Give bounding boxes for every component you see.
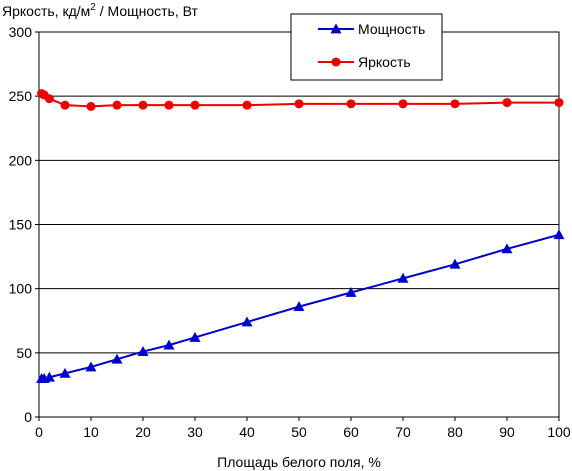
series-1-point-12 xyxy=(397,272,409,283)
y-tick-label-300: 300 xyxy=(9,24,33,40)
y-tick-label-100: 100 xyxy=(9,281,33,297)
series-2-point-3 xyxy=(60,100,70,110)
x-tick-label-30: 30 xyxy=(187,424,203,440)
y-tick-label-250: 250 xyxy=(9,88,33,104)
y-tick-label-150: 150 xyxy=(9,217,33,233)
series-1-point-14 xyxy=(501,243,513,254)
y-axis-title-superscript: 2 xyxy=(90,2,96,13)
legend-item-2: Яркость xyxy=(318,54,411,70)
legend-marker-1 xyxy=(330,23,342,34)
legend-box xyxy=(290,13,443,81)
series-2-point-2 xyxy=(44,94,54,104)
x-tick-label-90: 90 xyxy=(499,424,515,440)
series-1-point-9 xyxy=(241,316,253,327)
series-2-point-14 xyxy=(502,98,512,108)
x-tick-label-20: 20 xyxy=(135,424,151,440)
series-1-point-5 xyxy=(111,353,123,364)
series-2 xyxy=(37,89,564,111)
series-2-point-6 xyxy=(138,100,148,110)
series-1-line xyxy=(41,233,560,380)
x-tick-label-0: 0 xyxy=(35,424,43,440)
legend: Мощность Яркость xyxy=(290,13,443,81)
series-1-point-2 xyxy=(43,371,55,382)
x-axis-title: Площадь белого поля, % xyxy=(217,454,381,470)
series-2-point-4 xyxy=(86,101,96,111)
series-1-point-8 xyxy=(189,331,201,342)
series-2-point-8 xyxy=(190,100,200,110)
series-2-point-13 xyxy=(450,99,460,109)
series-2-line xyxy=(41,92,559,108)
series-layer xyxy=(36,89,565,383)
series-1-point-11 xyxy=(345,287,357,297)
y-tick-label-50: 50 xyxy=(16,345,32,361)
series-2-point-11 xyxy=(346,99,356,109)
series-1-point-7 xyxy=(163,339,175,350)
x-tick-label-100: 100 xyxy=(547,424,571,440)
series-1-point-13 xyxy=(449,258,461,269)
x-tick-label-40: 40 xyxy=(239,424,255,440)
y-tick-label-200: 200 xyxy=(9,152,33,168)
series-1-point-15 xyxy=(553,229,565,240)
series-1-point-4 xyxy=(85,361,97,372)
y-tick-label-0: 0 xyxy=(24,409,32,425)
series-1-point-10 xyxy=(293,301,305,312)
legend-label-1: Мощность xyxy=(358,21,425,37)
legend-label-2: Яркость xyxy=(358,54,411,70)
series-2-point-7 xyxy=(164,100,174,110)
grid-lines xyxy=(39,95,559,354)
series-2-point-9 xyxy=(242,100,252,110)
legend-marker-2 xyxy=(331,57,341,67)
x-tick-label-70: 70 xyxy=(395,424,411,440)
y-axis-title-suffix: / Мощность, Вт xyxy=(96,3,199,19)
series-1-point-3 xyxy=(59,367,71,378)
x-tick-label-80: 80 xyxy=(447,424,463,440)
legend-item-1: Мощность xyxy=(318,21,425,37)
y-axis-title: Яркость, кд/м2 / Мощность, Вт xyxy=(2,2,198,19)
x-tick-label-60: 60 xyxy=(343,424,359,440)
x-axis-ticks: 0 10 20 30 40 50 60 70 80 90 100 xyxy=(35,417,571,440)
y-axis-ticks: 0 50 100 150 200 250 300 xyxy=(9,24,39,425)
series-2-point-12 xyxy=(398,99,408,109)
y-axis-title-main: Яркость, кд/м xyxy=(2,3,90,19)
series-2-point-10 xyxy=(294,99,304,109)
series-1 xyxy=(36,229,565,383)
series-1-point-6 xyxy=(137,346,149,356)
series-2-point-5 xyxy=(112,100,122,110)
x-tick-label-10: 10 xyxy=(83,424,99,440)
x-tick-label-50: 50 xyxy=(291,424,307,440)
series-2-point-15 xyxy=(554,98,564,108)
